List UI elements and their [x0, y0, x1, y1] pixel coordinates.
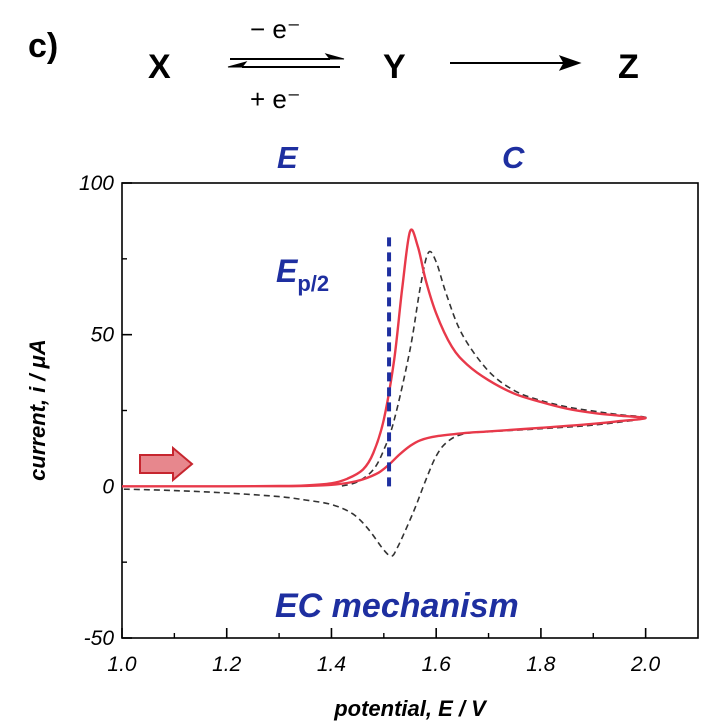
species-y: Y	[383, 48, 406, 86]
x-axis-label: potential, E / V	[333, 696, 488, 721]
series-layer	[121, 228, 647, 557]
step-label-c: C	[502, 140, 525, 175]
y-tick-label: 50	[91, 324, 115, 347]
x-axis-tick-labels: 1.0 1.2 1.4 1.6 1.8 2.0	[107, 653, 660, 676]
y-axis-tick-labels: -50 0 50 100	[79, 172, 114, 650]
ep2-label: Ep/2	[276, 253, 329, 296]
y-tick-label: 100	[79, 172, 114, 195]
y-tick-label: -50	[84, 627, 115, 650]
species-x: X	[148, 48, 171, 86]
x-tick-label: 1.0	[107, 653, 137, 676]
y-axis-ticks	[122, 182, 132, 639]
oxidation-label: − e⁻	[250, 14, 301, 44]
x-tick-label: 1.2	[212, 653, 242, 676]
x-tick-label: 2.0	[630, 653, 661, 676]
panel-label: c)	[28, 27, 58, 65]
equilibrium-arrows-icon	[227, 53, 345, 68]
step-label-e: E	[277, 140, 299, 175]
x-tick-label: 1.8	[526, 653, 556, 676]
x-tick-label: 1.4	[317, 653, 346, 676]
mechanism-label: EC mechanism	[275, 587, 519, 625]
scan-direction-arrow-icon	[139, 445, 194, 483]
plot-frame	[121, 182, 699, 639]
x-tick-label: 1.6	[422, 653, 452, 676]
reduction-label: + e⁻	[250, 84, 301, 114]
series-line-solid	[121, 228, 647, 488]
reaction-arrow-icon	[450, 55, 582, 71]
y-tick-label: 0	[102, 475, 114, 498]
series-line-dashed	[121, 250, 647, 557]
y-axis-label: current, i / μA	[25, 339, 50, 481]
species-z: Z	[618, 48, 639, 86]
x-axis-ticks	[121, 628, 647, 638]
